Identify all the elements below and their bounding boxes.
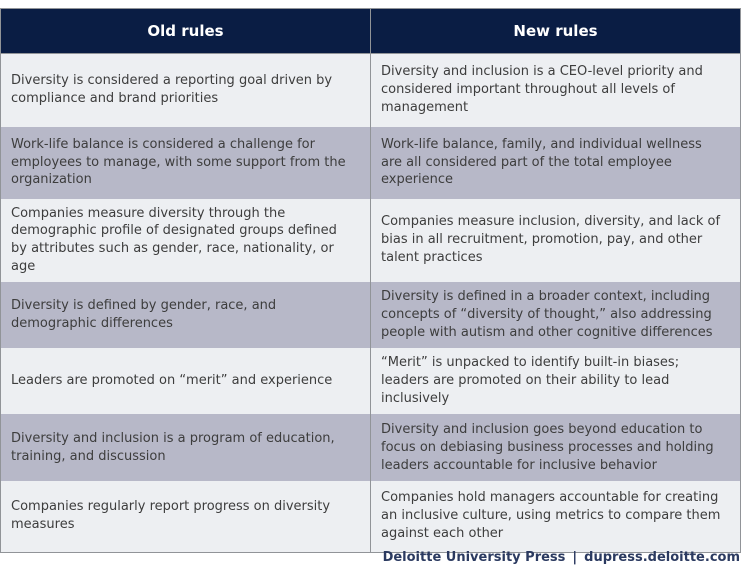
old-rule-cell: Companies measure diversity through the … <box>0 198 371 283</box>
footer-publisher: Deloitte University Press <box>382 550 566 565</box>
footer-url: dupress.deloitte.com <box>584 550 740 565</box>
new-rule-cell: Diversity is defined in a broader contex… <box>370 282 741 349</box>
footer: Deloitte University Press | dupress.deloit… <box>383 550 740 565</box>
new-rule-cell: Work-life balance, family, and individua… <box>370 126 741 199</box>
new-rule-cell: Diversity and inclusion goes beyond educ… <box>370 414 741 482</box>
table-row: Companies regularly report progress on d… <box>0 481 741 553</box>
old-rule-cell: Diversity is defined by gender, race, an… <box>0 282 371 349</box>
old-rule-cell: Companies regularly report progress on d… <box>0 481 371 553</box>
old-rule-cell: Work-life balance is considered a challe… <box>0 126 371 199</box>
table-row: Leaders are promoted on “merit” and expe… <box>0 348 741 415</box>
table-row: Companies measure diversity through the … <box>0 198 741 283</box>
table-row: Diversity and inclusion is a program of … <box>0 414 741 482</box>
table-row: Diversity is defined by gender, race, an… <box>0 282 741 349</box>
table-row: Diversity is considered a reporting goal… <box>0 53 741 127</box>
old-rules-header: Old rules <box>0 8 371 54</box>
new-rule-cell: Companies measure inclusion, diversity, … <box>370 198 741 283</box>
new-rule-cell: “Merit” is unpacked to identify built-in… <box>370 348 741 415</box>
old-rule-cell: Diversity and inclusion is a program of … <box>0 414 371 482</box>
table-header: Old rules New rules <box>0 8 741 54</box>
rules-comparison-table: Old rules New rules Diversity is conside… <box>0 8 741 553</box>
old-rule-cell: Diversity is considered a reporting goal… <box>0 53 371 127</box>
old-rule-cell: Leaders are promoted on “merit” and expe… <box>0 348 371 415</box>
header-row: Old rules New rules <box>0 8 741 54</box>
footer-separator: | <box>572 550 578 565</box>
new-rules-header: New rules <box>370 8 741 54</box>
new-rule-cell: Diversity and inclusion is a CEO-level p… <box>370 53 741 127</box>
new-rule-cell: Companies hold managers accountable for … <box>370 481 741 553</box>
table-row: Work-life balance is considered a challe… <box>0 126 741 199</box>
